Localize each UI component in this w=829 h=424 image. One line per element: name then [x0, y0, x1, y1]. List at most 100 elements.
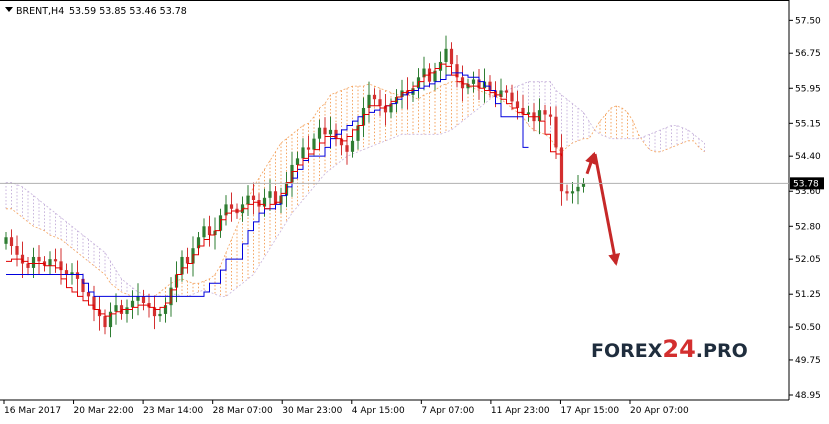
y-axis: 57.50 56.75 55.95 55.15 54.40 53.60 52.80 52.05…	[789, 16, 821, 401]
forecast-arrows	[585, 151, 621, 266]
y-tick-label: 54.40	[795, 152, 821, 162]
candle-body	[328, 129, 333, 135]
x-tick-label: 20 Mar 22:00	[74, 406, 134, 416]
candle-body	[339, 138, 344, 146]
chart-menu-triangle-icon[interactable]	[5, 7, 13, 12]
candle-body	[196, 237, 201, 249]
candle-body	[4, 237, 8, 244]
candle-body	[53, 259, 58, 262]
candle-body	[383, 105, 388, 113]
x-axis: 16 Mar 2017 20 Mar 22:00 23 Mar 14:00 28 Ma…	[3, 400, 689, 416]
candle-body	[312, 138, 316, 150]
watermark-24: 24	[662, 335, 695, 363]
watermark-pro: .PRO	[696, 340, 748, 362]
candle-body	[180, 256, 184, 275]
candle-body	[477, 79, 481, 89]
candle-body	[471, 79, 476, 84]
senkou-span-a	[6, 81, 705, 297]
x-tick-label: 30 Mar 23:00	[282, 406, 342, 416]
candle-body	[70, 272, 74, 275]
x-tick-label: 4 Apr 15:00	[352, 406, 405, 416]
candle-body	[81, 278, 85, 293]
y-tick-label: 55.15	[795, 119, 821, 129]
candle-body	[350, 140, 355, 152]
candle-body	[378, 99, 382, 106]
y-tick-label: 50.50	[795, 323, 821, 333]
candle-body	[229, 204, 234, 209]
candle-body	[433, 70, 437, 82]
candle-body	[224, 204, 228, 216]
candle-body	[444, 48, 448, 62]
candle-body	[515, 101, 520, 108]
candle-body	[526, 112, 531, 115]
candle-body	[114, 305, 118, 312]
indicator-lines	[6, 63, 562, 317]
candle-body	[268, 191, 272, 198]
candle-body	[26, 263, 30, 268]
x-tick-label: 17 Apr 15:00	[560, 406, 619, 416]
candle-body	[295, 158, 300, 165]
y-tick-label: 57.50	[795, 16, 821, 26]
candle-body	[75, 272, 80, 279]
watermark-logo: FOREX24.PRO	[591, 335, 748, 363]
x-tick-label: 20 Apr 07:00	[630, 406, 689, 416]
tenkan-sen-line	[6, 63, 562, 317]
current-price-box	[790, 177, 824, 190]
candle-body	[543, 110, 547, 115]
x-tick-label: 28 Mar 07:00	[213, 406, 273, 416]
candle-body	[207, 226, 212, 236]
symbol-label: BRENT,H4	[16, 6, 64, 17]
candle-body	[581, 183, 586, 187]
candle-body	[367, 94, 371, 108]
y-tick-label: 51.25	[795, 290, 821, 300]
candle-body	[125, 307, 129, 314]
candle-body	[537, 110, 542, 122]
candle-body	[262, 197, 267, 207]
watermark-forex: FOREX	[591, 340, 663, 362]
candle-body	[565, 191, 569, 194]
candle-body	[103, 316, 107, 328]
candle-body	[521, 107, 525, 115]
ohlc-label: 53.59 53.85 53.46 53.78	[69, 6, 187, 17]
candle-body	[317, 127, 322, 139]
candle-body	[108, 311, 113, 328]
candle-body	[130, 300, 135, 308]
x-tick-label: 16 Mar 2017	[4, 406, 61, 416]
forecast-arrow-up	[585, 151, 597, 175]
candle-body	[510, 92, 514, 102]
candle-body	[136, 296, 140, 301]
candle-body	[59, 261, 63, 271]
candle-body	[48, 259, 52, 266]
candle-body	[273, 191, 278, 205]
y-tick-label: 52.05	[795, 255, 821, 265]
candle-body	[92, 296, 96, 310]
candle-body	[37, 256, 41, 262]
y-tick-label: 52.80	[795, 222, 821, 232]
candle-body	[504, 90, 509, 93]
candle-body	[449, 48, 454, 65]
x-tick-label: 11 Apr 23:00	[491, 406, 550, 416]
candle-body	[251, 195, 256, 200]
candle-body	[9, 237, 14, 247]
candle-body	[323, 127, 327, 135]
candle-body	[499, 90, 503, 98]
candle-body	[246, 195, 250, 205]
candle-body	[64, 270, 69, 275]
candle-body	[141, 296, 146, 303]
forecast-arrow-down	[593, 153, 621, 266]
y-tick-label: 56.75	[795, 49, 821, 59]
x-tick-label: 7 Apr 07:00	[421, 406, 474, 416]
candle-body	[576, 186, 580, 192]
candle-body	[554, 116, 558, 148]
current-price-label: 53.78	[793, 179, 819, 189]
candle-body	[301, 147, 305, 159]
candle-body	[152, 307, 157, 317]
y-tick-label: 49.75	[795, 356, 821, 366]
candle-body	[455, 64, 459, 78]
candle-body	[306, 147, 311, 150]
x-tick-label: 23 Mar 14:00	[143, 406, 203, 416]
candle-body	[202, 226, 206, 238]
candle-body	[31, 256, 36, 268]
